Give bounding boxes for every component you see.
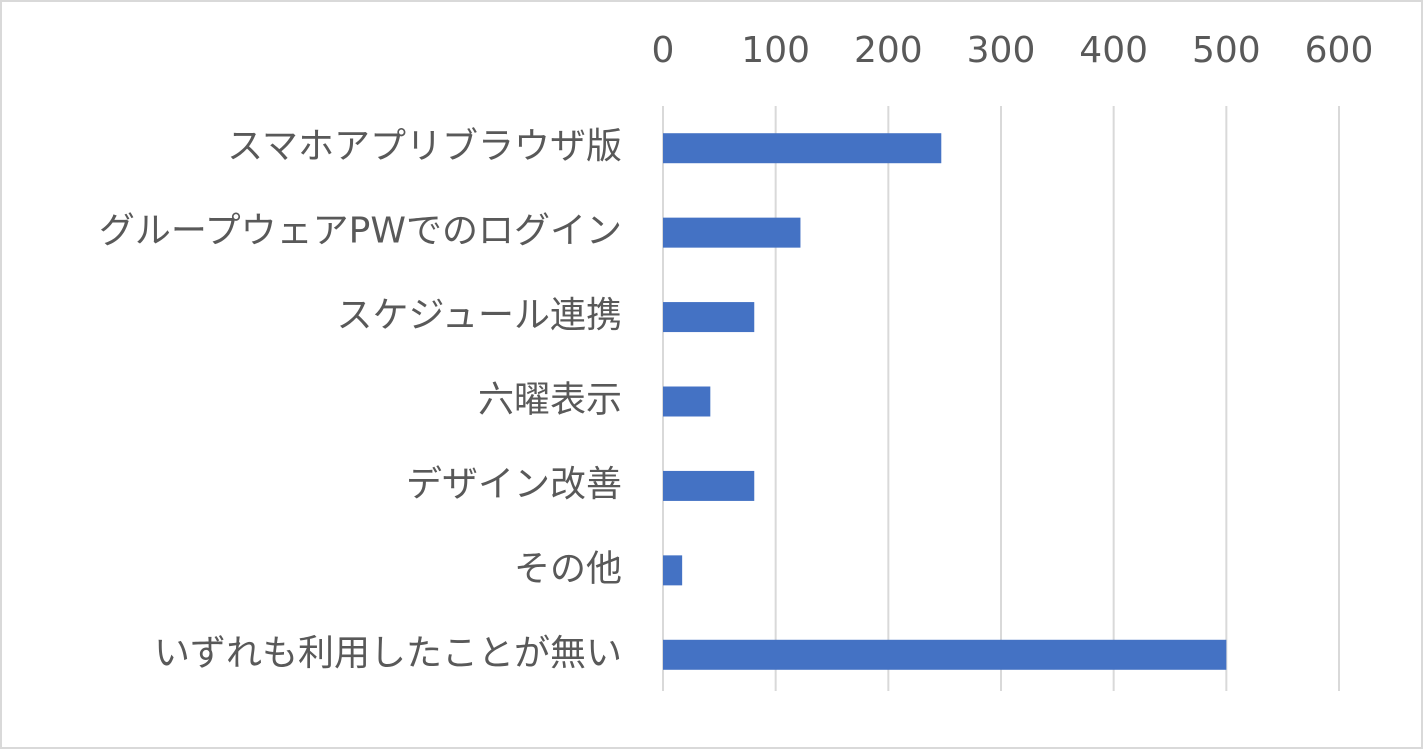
y-tick-label: その他 [514, 548, 622, 589]
bar [663, 555, 683, 586]
x-tick-label: 100 [741, 30, 810, 71]
bar [663, 470, 755, 501]
y-tick-label: デザイン改善 [406, 464, 622, 505]
x-tick-label: 400 [1079, 30, 1148, 71]
bar [663, 133, 942, 164]
bar [663, 217, 801, 248]
y-tick-label: グループウェアPWでのログイン [99, 211, 622, 252]
bar [663, 302, 755, 333]
bar [663, 386, 711, 417]
y-tick-label: スケジュール連携 [337, 295, 622, 336]
y-tick-label: 六曜表示 [478, 380, 622, 421]
x-tick-label: 300 [967, 30, 1036, 71]
x-tick-label: 500 [1192, 30, 1261, 71]
y-tick-label: いずれも利用したことが無い [154, 633, 622, 674]
y-tick-label: スマホアプリブラウザ版 [227, 126, 622, 167]
bar [663, 639, 1227, 670]
x-tick-label: 600 [1305, 30, 1374, 71]
x-tick-label: 200 [854, 30, 923, 71]
x-tick-label: 0 [652, 30, 675, 71]
